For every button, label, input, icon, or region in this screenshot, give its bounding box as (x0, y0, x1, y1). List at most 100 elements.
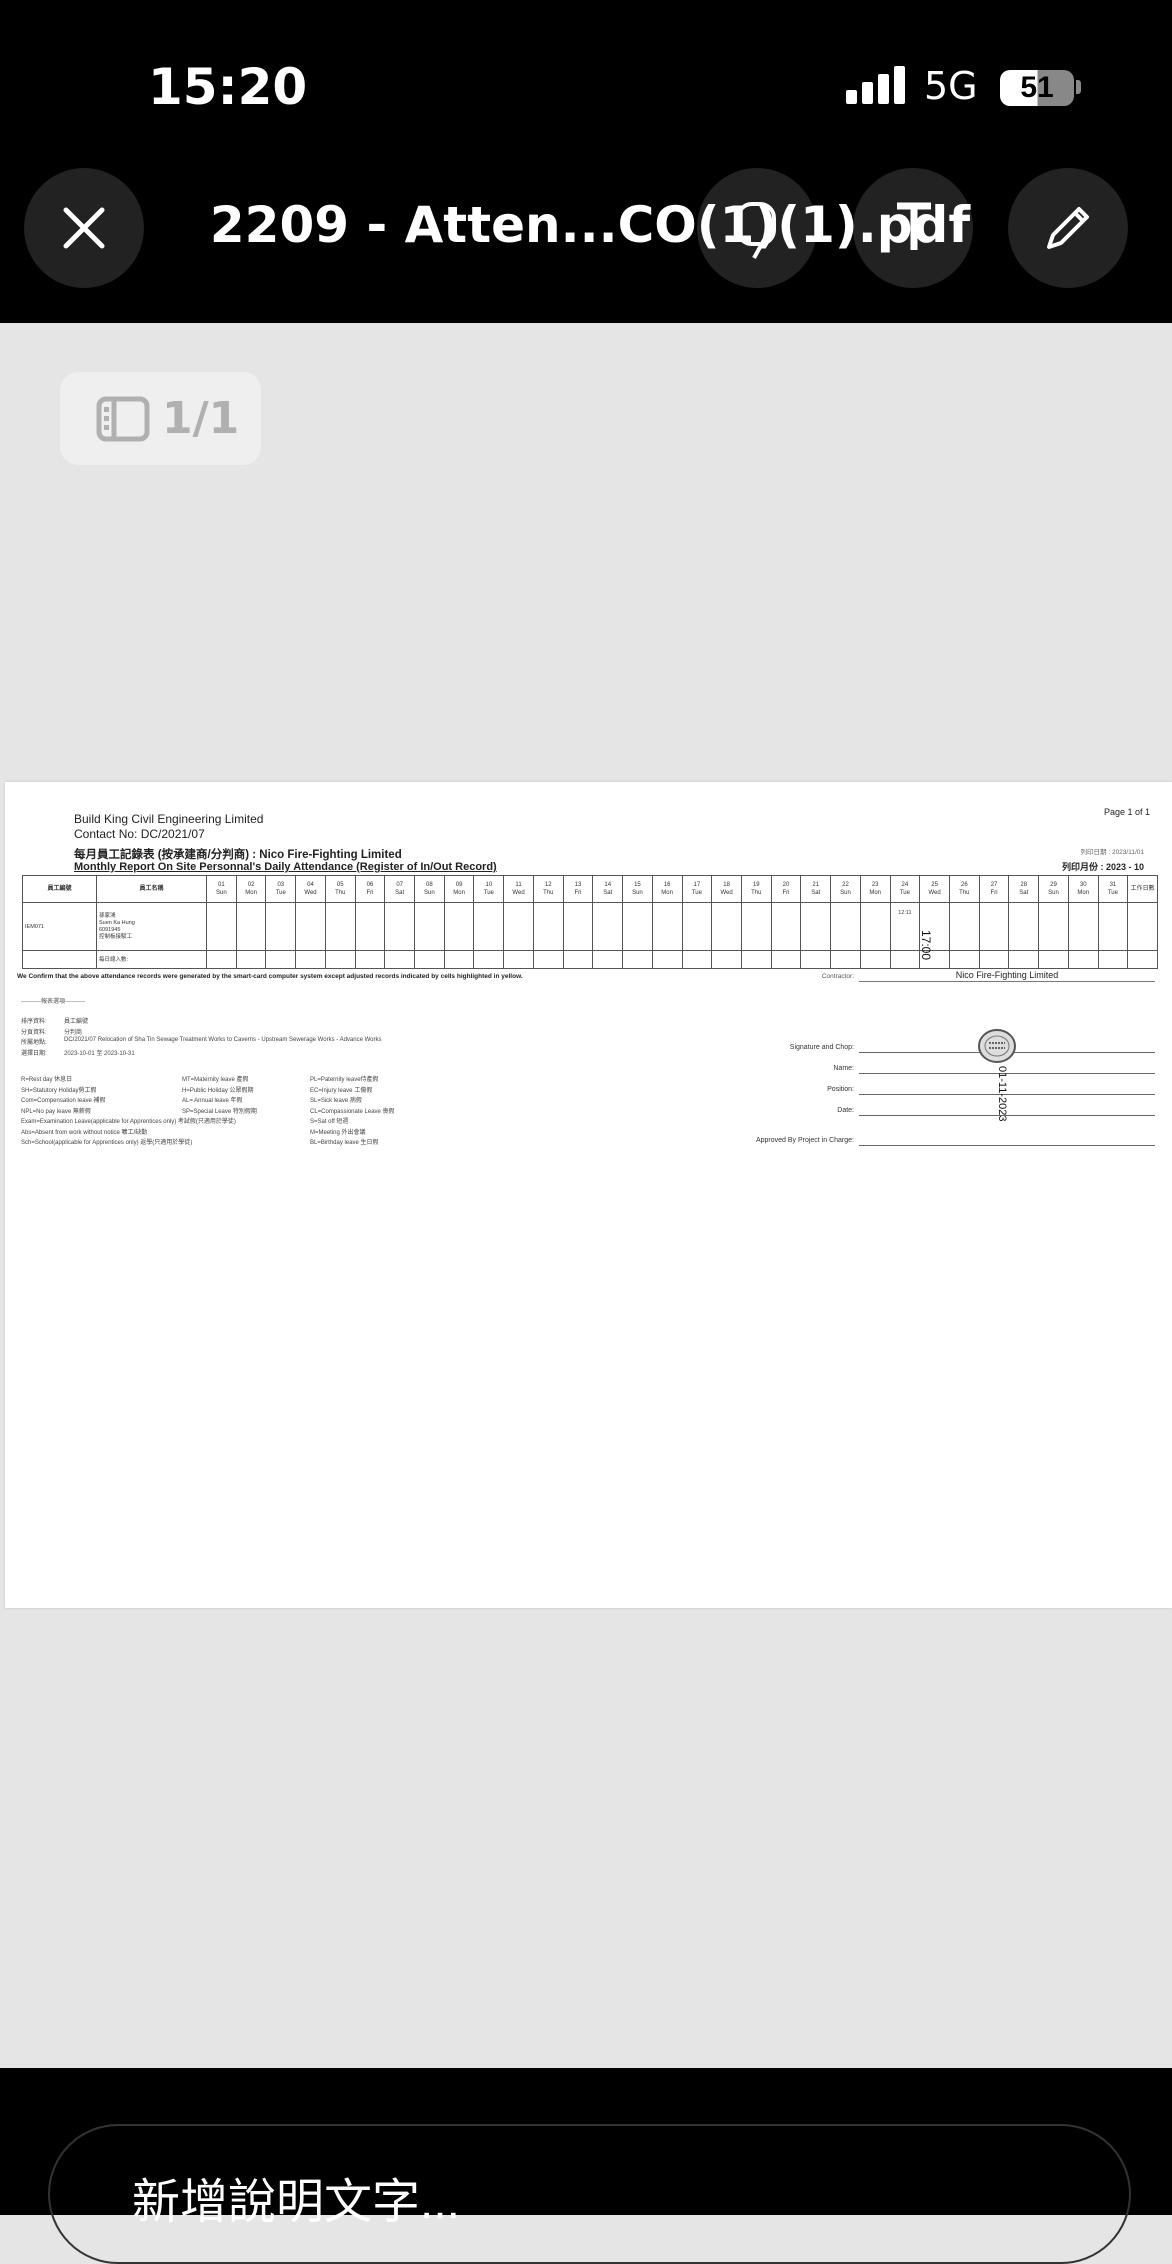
attendance-cell: 12:11 (889, 902, 921, 951)
daily-total-cell (830, 950, 861, 969)
attendance-cell (830, 902, 861, 951)
attendance-cell (562, 902, 594, 951)
legend-item: Exam=Examination Leave(applicable for Ap… (21, 1119, 236, 1125)
header-day: 02 Mon (235, 875, 267, 903)
daily-total-cell (235, 950, 267, 969)
options-heading: ----------報表選項---------- (21, 999, 85, 1005)
markup-icon (736, 202, 776, 259)
battery-tip (1076, 80, 1081, 94)
handwritten-date: 01-11-2023 (996, 1066, 1008, 1122)
caption-input[interactable]: 新增說明文字... (48, 2124, 1131, 2264)
header-day: 19 Thu (740, 875, 772, 903)
legend-item: H=Public Holiday 公眾假期 (182, 1087, 254, 1094)
print-month: 列印月份 : 2023 - 10 (1061, 862, 1144, 872)
daily-total-cell (859, 950, 891, 969)
header-day: 21 Sat (800, 875, 832, 903)
attendance-cell (532, 902, 564, 951)
option-label: 選擇日期: (21, 1050, 47, 1057)
option-value: 分判商 (64, 1029, 83, 1036)
day-number: 29 (1050, 882, 1057, 888)
attendance-cell (354, 902, 386, 951)
day-number: 14 (604, 882, 612, 888)
header-day: 10 Tue (473, 875, 505, 903)
employee-name-line: Suen Ka Hung (99, 919, 135, 926)
daily-total-label: 每日總入數: (96, 950, 207, 969)
option-value: DC/2021/07 Relocation of Sha Tin Sewage … (64, 1037, 382, 1043)
day-weekday: Sat (811, 890, 821, 896)
markup-button[interactable] (697, 168, 817, 288)
company-stamp (978, 1029, 1016, 1063)
header-day: 13 Fri (562, 875, 594, 903)
header-day: 07 Sat (384, 875, 416, 903)
edit-button[interactable] (1008, 168, 1128, 288)
page-indicator[interactable]: 1/1 (60, 372, 261, 465)
day-weekday: Sat (603, 890, 613, 896)
day-weekday: Sun (632, 890, 643, 896)
attendance-cell (770, 902, 802, 951)
attendance-cell (384, 902, 416, 951)
daily-total-cell (681, 950, 713, 969)
day-number: 16 (663, 882, 671, 888)
header-day: 14 Sat (592, 875, 624, 903)
page-number: Page 1 of 1 (1103, 807, 1150, 817)
battery-icon: 51 (1000, 70, 1074, 106)
day-number: 11 (515, 882, 522, 888)
daily-total-cell (443, 950, 475, 969)
day-number: 12 (544, 882, 552, 888)
day-number: 27 (990, 882, 998, 888)
day-weekday: Mon (453, 890, 465, 896)
header-day: 08 Sun (414, 875, 445, 903)
day-weekday: Wed (928, 890, 941, 896)
attendance-cell (324, 902, 356, 951)
page-count: 1/1 (162, 393, 240, 444)
day-weekday: Mon (869, 890, 881, 896)
attendance-cell (414, 902, 445, 951)
signature-line (859, 1073, 1155, 1074)
day-number: 31 (1109, 882, 1117, 888)
employee-name-line: 6091945 (99, 926, 121, 933)
daily-total-cell (592, 950, 624, 969)
company-name: Build King Civil Engineering Limited (74, 812, 264, 826)
signature-label: Position: (827, 1086, 854, 1093)
attendance-cell (919, 902, 950, 951)
header-day: 18 Wed (711, 875, 742, 903)
legend-item: SP=Special Leave 特別假期 (182, 1108, 257, 1115)
employee-id: IEM071 (22, 902, 97, 951)
close-button[interactable] (24, 168, 144, 288)
sidebar-icon (96, 396, 150, 441)
report-title-en: Monthly Report On Site Personnal's Daily… (74, 861, 497, 873)
header-day: 17 Tue (681, 875, 713, 903)
day-number: 07 (396, 882, 404, 888)
legend-item: MT=Maternity leave 產假 (182, 1077, 249, 1083)
day-number: 04 (307, 882, 314, 888)
signature-line (859, 1145, 1155, 1146)
contractor-value: Nico Fire-Fighting Limited (859, 970, 1155, 982)
option-label: 分頁資料: (21, 1029, 47, 1036)
workdays-cell (1127, 902, 1158, 951)
legend-item: R=Rest day 休息日 (21, 1077, 73, 1083)
header-day: 23 Mon (859, 875, 891, 903)
day-number: 17 (693, 882, 701, 888)
day-weekday: Tue (275, 890, 286, 896)
day-weekday: Mon (245, 890, 257, 896)
text-icon (897, 202, 931, 250)
document-title: 2209 - Atten...CO(1)(1).pdf (209, 196, 971, 254)
signature-label: Approved By Project in Charge: (755, 1137, 854, 1144)
daily-total-cell (622, 950, 653, 969)
header-day: 15 Sun (622, 875, 653, 903)
legend-item: SH=Statutory Holiday勞工假 (21, 1087, 97, 1094)
day-weekday: Wed (512, 890, 525, 896)
header-employee-id: 員工編號 (22, 875, 97, 903)
day-weekday: Sat (395, 890, 405, 896)
header-day: 25 Wed (919, 875, 950, 903)
close-icon (63, 207, 105, 249)
pdf-page: Build King Civil Engineering Limited Con… (5, 782, 1172, 1608)
legend-item: S=Sat off 短週 (310, 1119, 349, 1125)
day-weekday: Sun (1048, 890, 1059, 896)
legend-item: CL=Compassionate Leave 喪假 (310, 1108, 395, 1115)
day-weekday: Tue (1107, 890, 1118, 896)
day-weekday: Sun (424, 890, 435, 896)
header-day: 11 Wed (503, 875, 534, 903)
signature-line (859, 1115, 1155, 1116)
day-number: 06 (366, 882, 374, 888)
